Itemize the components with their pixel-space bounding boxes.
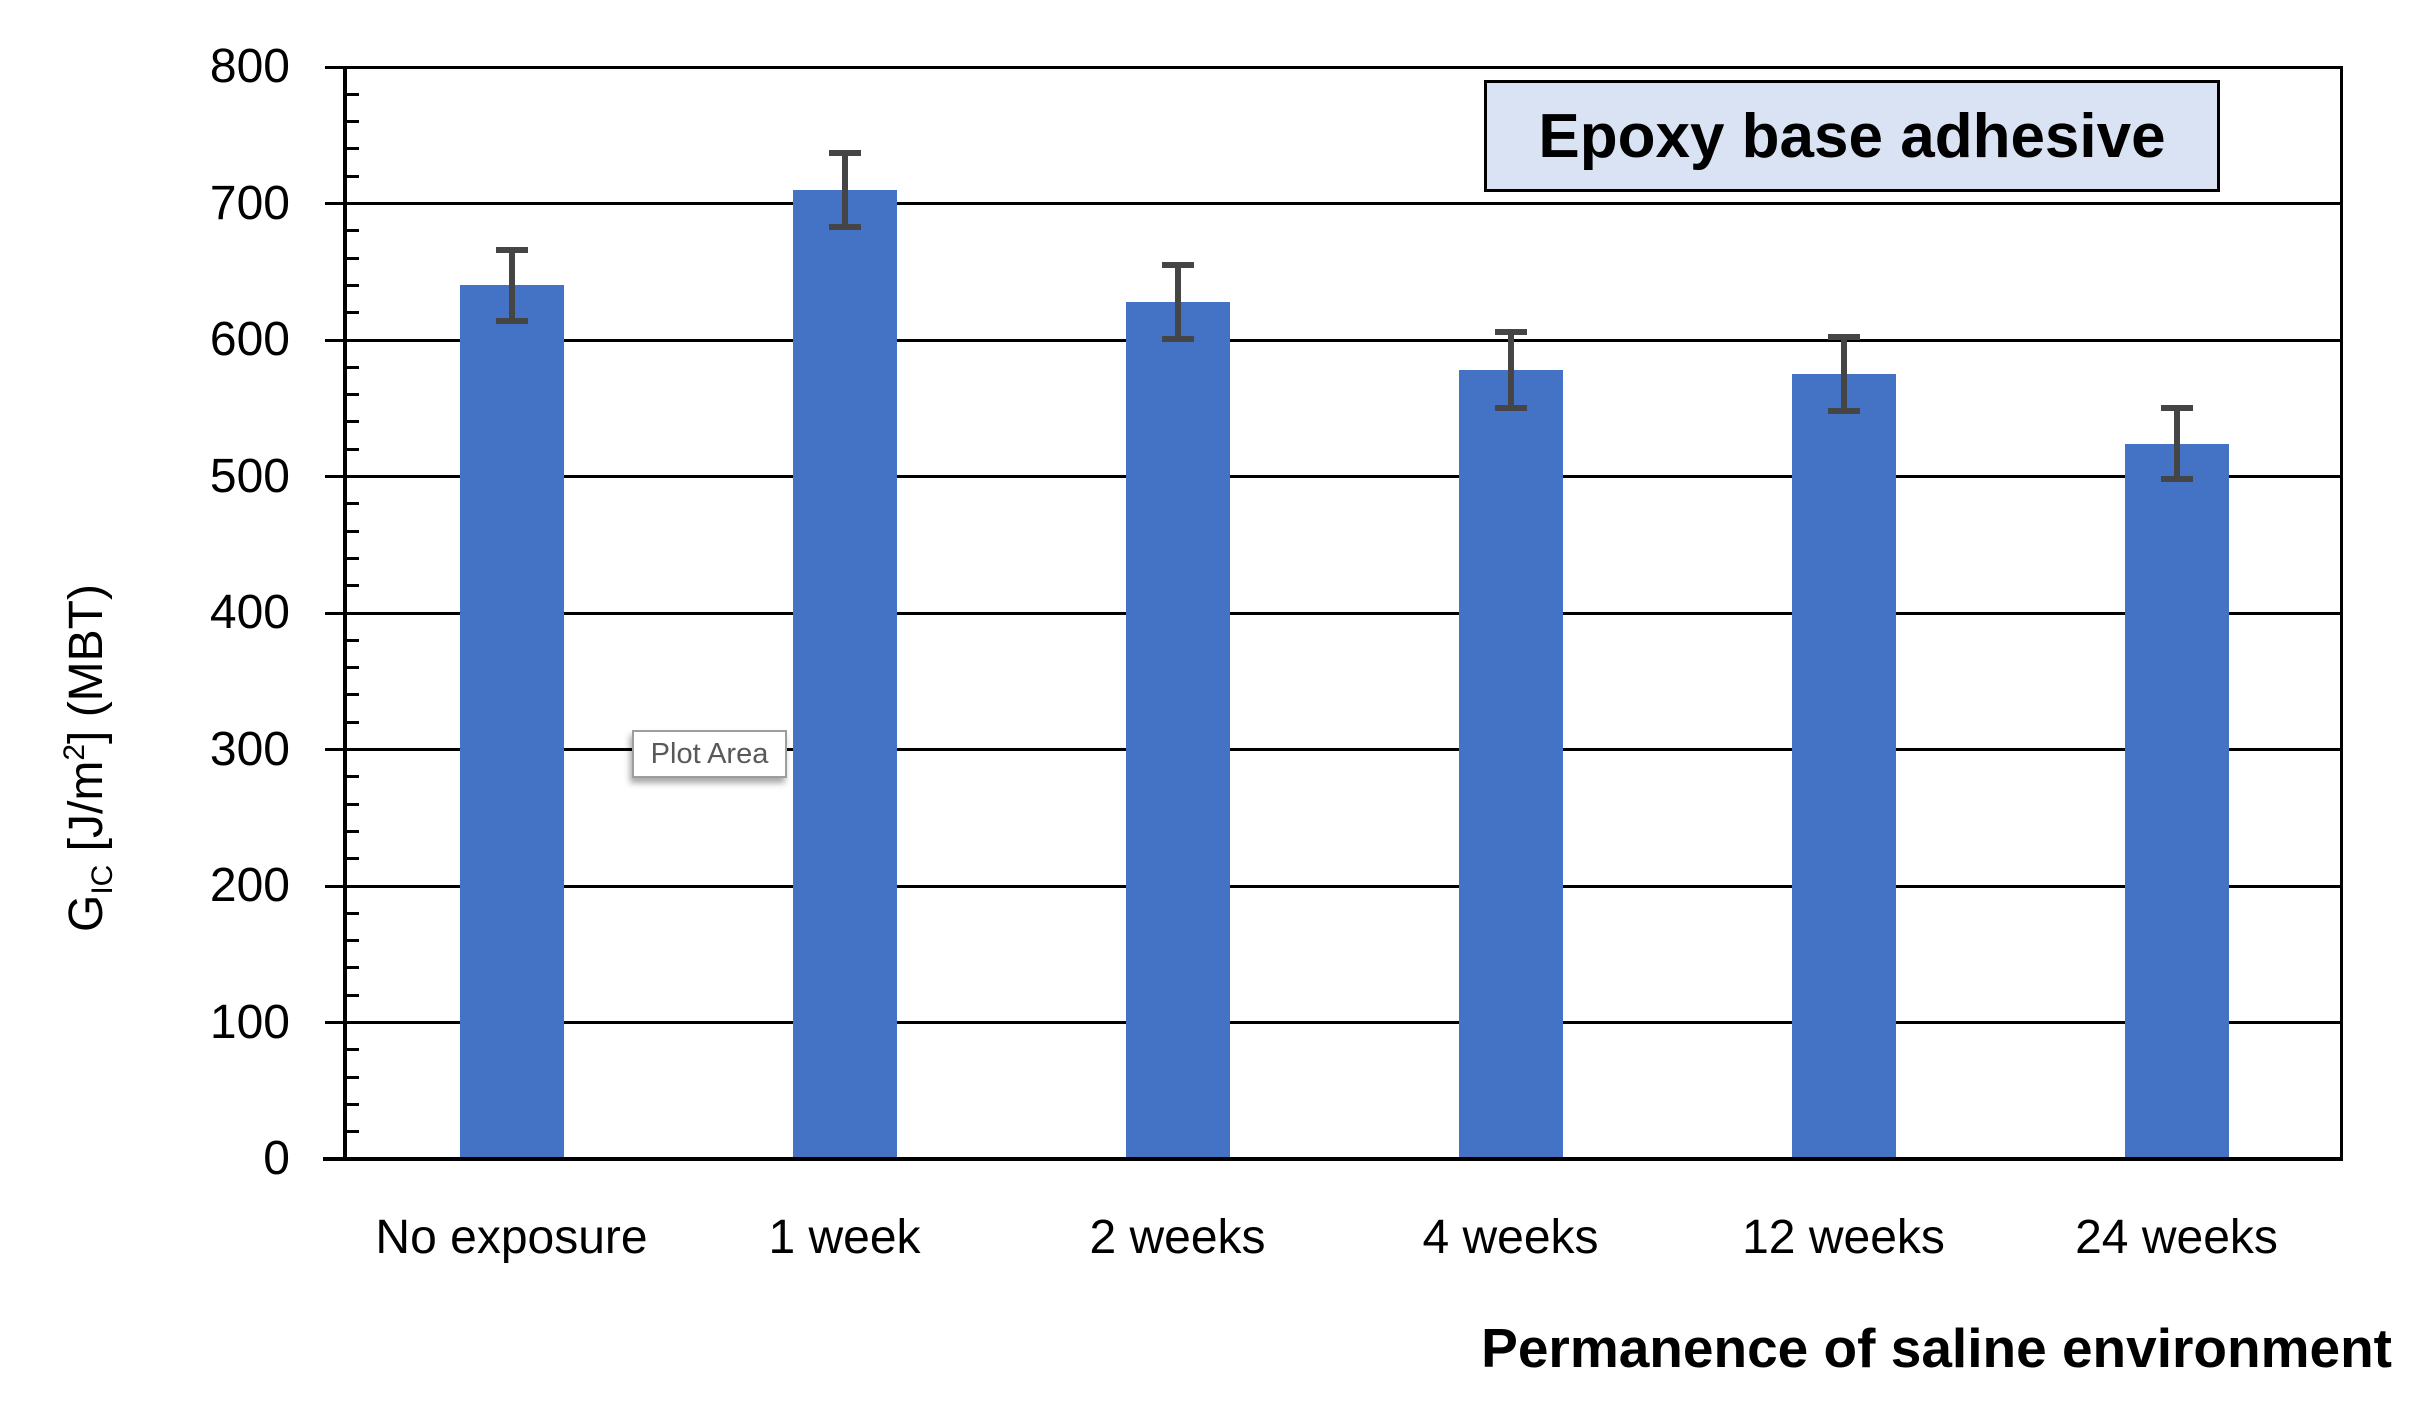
y-minor-tick [345, 283, 359, 287]
y-minor-tick [345, 857, 359, 861]
y-minor-tick [345, 638, 359, 642]
bar-2-weeks[interactable] [1125, 301, 1230, 1159]
y-tick-label-700: 700 [209, 176, 290, 230]
gridline-200 [325, 884, 2343, 888]
y-axis-title-subscript: IC [86, 864, 119, 895]
error-bar-cap-top [828, 149, 861, 156]
y-minor-tick [345, 802, 359, 806]
y-minor-tick [345, 393, 359, 397]
bar-4-weeks[interactable] [1458, 370, 1563, 1159]
y-axis-title-units: [J/m [60, 760, 113, 865]
y-tick-label-0: 0 [263, 1132, 290, 1185]
y-minor-tick [345, 829, 359, 833]
y-tick-label-400: 400 [209, 586, 290, 639]
y-minor-tick [345, 693, 359, 697]
x-category-label-4: 12 weeks [1742, 1211, 1945, 1264]
y-minor-tick [345, 311, 359, 315]
y-minor-tick [345, 529, 359, 533]
error-bar-line [1174, 264, 1181, 339]
x-category-label-2: 2 weeks [1089, 1211, 1266, 1264]
y-minor-tick [345, 993, 359, 997]
y-tick-label-600: 600 [209, 313, 290, 366]
x-axis-line [323, 1157, 2343, 1161]
y-minor-tick [345, 256, 359, 260]
error-bar-cap-top [1161, 261, 1194, 268]
y-tick-label-500: 500 [209, 449, 290, 503]
x-category-label-3: 4 weeks [1422, 1211, 1599, 1264]
y-minor-tick [345, 1075, 359, 1079]
y-minor-tick [345, 120, 359, 124]
y-axis-title-suffix: ] (MBT) [60, 584, 113, 744]
error-bar-cap-bottom [2160, 476, 2193, 483]
y-minor-tick [345, 365, 359, 369]
y-minor-tick [345, 556, 359, 560]
y-minor-tick [345, 1048, 359, 1052]
y-minor-tick [345, 502, 359, 506]
plot-area-tooltip-label: Plot Area [650, 737, 769, 770]
gridline-300 [325, 748, 2343, 751]
y-axis-title-superscript: 2 [58, 743, 91, 761]
error-bar-cap-top [1494, 328, 1527, 335]
y-axis-line [343, 67, 347, 1161]
gridline-800 [325, 65, 2343, 69]
error-bar-cap-bottom [1827, 407, 1860, 414]
chart-title-box[interactable]: Epoxy base adhesive [1484, 80, 2220, 192]
y-minor-tick [345, 775, 359, 779]
error-bar-line [1507, 331, 1514, 409]
y-tick-label-800: 800 [209, 40, 290, 93]
y-tick-label-300: 300 [209, 722, 290, 776]
bar-24-weeks[interactable] [2124, 443, 2229, 1159]
y-minor-tick [345, 966, 359, 970]
x-category-label-5: 24 weeks [2075, 1211, 2278, 1264]
x-category-label-1: 1 week [768, 1211, 921, 1264]
error-bar-cap-bottom [495, 317, 528, 324]
y-minor-tick [345, 1130, 359, 1134]
gridline-700 [325, 202, 2343, 205]
error-bar-cap-bottom [1494, 405, 1527, 412]
y-axis-title-symbol: G [60, 894, 113, 932]
bar-12-weeks[interactable] [1791, 374, 1896, 1159]
error-bar-line [1840, 337, 1847, 411]
y-minor-tick [345, 1102, 359, 1106]
error-bar-cap-top [495, 246, 528, 253]
y-minor-tick [345, 174, 359, 178]
plot-area-tooltip: Plot Area [632, 730, 787, 778]
plot-right-border [2340, 67, 2343, 1159]
y-minor-tick [345, 939, 359, 943]
error-bar-line [841, 152, 848, 227]
y-tick-label-200: 200 [209, 859, 290, 912]
y-minor-tick [345, 447, 359, 451]
x-axis-title: Permanence of saline environment [1481, 1317, 2392, 1379]
y-minor-tick [345, 584, 359, 588]
error-bar-cap-top [1827, 334, 1860, 341]
bar-1-week[interactable] [792, 189, 897, 1159]
y-minor-tick [345, 92, 359, 96]
y-minor-tick [345, 666, 359, 670]
y-minor-tick [345, 420, 359, 424]
gridline-500 [325, 475, 2343, 478]
error-bar-cap-bottom [828, 223, 861, 230]
y-minor-tick [345, 229, 359, 233]
bar-no-exposure[interactable] [459, 285, 564, 1159]
error-bar-line [2173, 408, 2180, 480]
chart-title: Epoxy base adhesive [1538, 101, 2166, 171]
y-minor-tick [345, 147, 359, 151]
x-category-label-0: No exposure [375, 1211, 648, 1264]
y-minor-tick [345, 720, 359, 724]
error-bar-cap-top [2160, 405, 2193, 412]
y-axis-title: GIC [J/m2] (MBT) [45, 298, 119, 1218]
gridline-600 [325, 338, 2343, 342]
gridline-400 [325, 611, 2343, 615]
error-bar-cap-bottom [1161, 335, 1194, 342]
error-bar-line [508, 249, 515, 321]
gridline-100 [325, 1021, 2343, 1024]
y-tick-label-100: 100 [209, 995, 290, 1049]
y-minor-tick [345, 911, 359, 915]
